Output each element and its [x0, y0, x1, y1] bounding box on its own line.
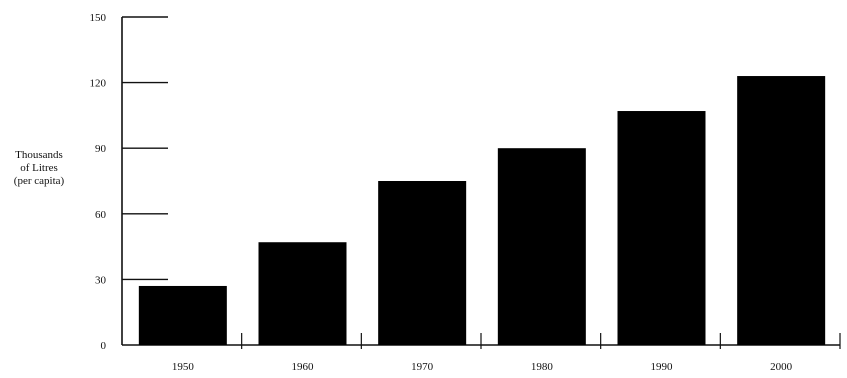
- bar-2000: [737, 76, 825, 345]
- y-tick-label: 120: [90, 78, 107, 90]
- x-tick-label-1970: 1970: [411, 361, 434, 373]
- x-tick-label-1960: 1960: [292, 361, 315, 373]
- y-tick-label: 90: [95, 143, 107, 155]
- bar-1950: [139, 286, 227, 345]
- bar-1990: [618, 111, 706, 345]
- bar-1980: [498, 148, 586, 345]
- y-tick-label: 60: [95, 209, 107, 221]
- x-tick-label-1980: 1980: [531, 361, 554, 373]
- y-tick-label: 0: [101, 340, 107, 352]
- bar-1960: [259, 242, 347, 345]
- bars: [139, 76, 825, 345]
- x-tick-label-2000: 2000: [770, 361, 793, 373]
- x-tick-label-1990: 1990: [651, 361, 674, 373]
- y-tick-label: 150: [90, 12, 107, 24]
- y-tick-label: 30: [95, 274, 107, 286]
- axes: [122, 17, 840, 345]
- bar-1970: [378, 181, 466, 345]
- x-tick-label-1950: 1950: [172, 361, 195, 373]
